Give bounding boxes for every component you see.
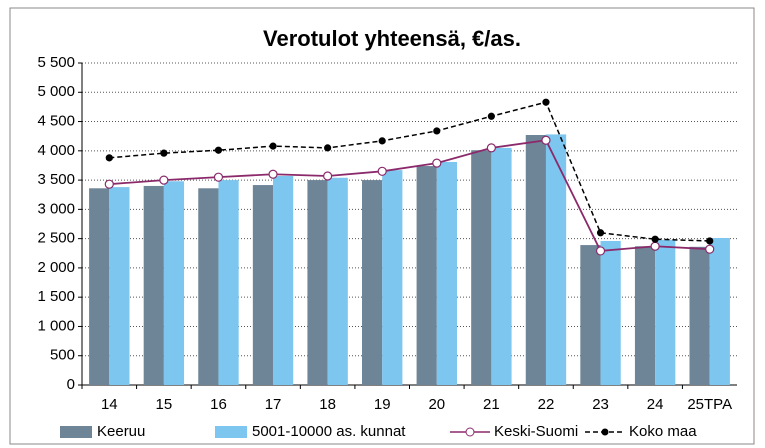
x-tick-label: 15: [156, 396, 173, 413]
marker: [595, 246, 606, 256]
bar: [163, 181, 185, 385]
bar: [525, 135, 546, 385]
y-tick-label: 5 500: [37, 54, 75, 71]
marker: [487, 112, 495, 120]
legend-label: Koko maa: [629, 423, 697, 440]
chart-title: Verotulot yhteensä, €/as.: [263, 26, 521, 51]
marker: [542, 98, 550, 106]
marker: [324, 144, 332, 152]
x-tick-label: 21: [483, 396, 500, 413]
y-tick-label: 1 000: [37, 317, 75, 334]
bar: [491, 147, 512, 385]
marker: [378, 137, 386, 145]
bar: [471, 150, 492, 385]
marker: [377, 166, 387, 176]
bar: [655, 239, 676, 385]
bar: [218, 180, 239, 385]
x-tick-label: 22: [538, 396, 555, 413]
y-tick-label: 3 500: [37, 171, 75, 188]
marker: [269, 142, 277, 150]
marker: [650, 241, 660, 251]
legend-swatch: [215, 426, 247, 438]
y-tick-label: 1 500: [37, 288, 75, 305]
y-tick-label: 5 000: [37, 83, 75, 100]
bar: [89, 188, 110, 385]
legend-swatch: [60, 426, 92, 438]
bar: [307, 180, 328, 385]
bar: [580, 245, 601, 385]
marker: [105, 154, 113, 162]
bar: [362, 180, 383, 385]
legend-label: 5001-10000 as. kunnat: [252, 423, 406, 440]
marker: [596, 229, 605, 237]
marker: [486, 143, 496, 153]
y-tick-label: 4 000: [37, 142, 75, 159]
x-tick-label: 16: [210, 396, 227, 413]
legend-marker: [601, 428, 609, 436]
marker: [214, 146, 223, 154]
bar: [634, 246, 656, 385]
bar: [198, 188, 219, 385]
x-tick-label: 18: [319, 396, 336, 413]
bar: [709, 238, 730, 385]
line: [109, 101, 710, 242]
x-tick-label: 17: [265, 396, 282, 413]
bar: [545, 134, 567, 385]
bar: [252, 185, 274, 385]
x-tick-label: 23: [592, 396, 609, 413]
bar: [689, 246, 710, 385]
marker: [104, 179, 114, 189]
x-tick-label: 20: [428, 396, 445, 413]
legend-label: Keski-Suomi: [494, 423, 578, 440]
bar: [273, 175, 294, 385]
y-tick-label: 3 000: [37, 200, 75, 217]
x-tick-label: 14: [101, 396, 118, 413]
y-tick-label: 500: [50, 347, 75, 364]
bar: [600, 240, 621, 385]
marker: [706, 237, 714, 245]
bar: [109, 187, 130, 385]
marker: [651, 235, 659, 243]
y-tick-label: 2 500: [37, 230, 75, 247]
y-tick-label: 2 000: [37, 259, 75, 276]
marker: [213, 172, 224, 182]
bar: [382, 170, 403, 385]
line: [109, 139, 710, 252]
x-tick-label: 25TPA: [687, 396, 732, 413]
marker: [433, 127, 441, 135]
bar: [327, 177, 348, 385]
bar: [436, 161, 457, 385]
legend-label: Keeruu: [97, 423, 145, 440]
marker: [160, 149, 168, 157]
legend-marker: [465, 427, 475, 437]
marker: [432, 158, 442, 168]
marker: [705, 244, 715, 254]
marker: [323, 171, 333, 181]
x-tick-label: 19: [374, 396, 391, 413]
y-tick-label: 4 500: [37, 113, 75, 130]
marker: [541, 135, 551, 145]
bar: [143, 185, 164, 385]
marker: [159, 175, 169, 185]
marker: [268, 169, 278, 179]
x-tick-label: 24: [647, 396, 664, 413]
y-tick-label: 0: [67, 376, 75, 393]
bar: [416, 166, 437, 385]
